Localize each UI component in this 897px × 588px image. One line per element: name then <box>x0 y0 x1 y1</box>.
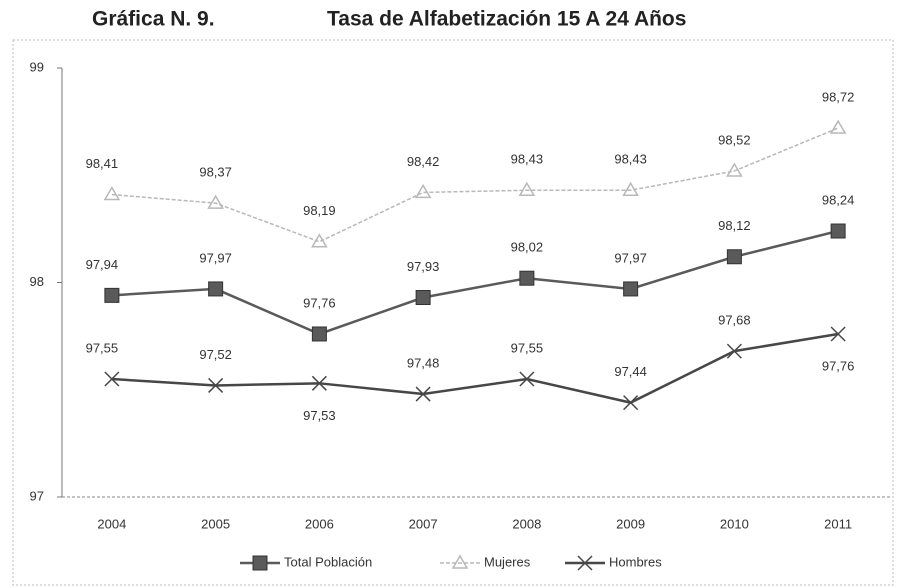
data-label: 97,55 <box>86 340 119 355</box>
data-label: 98,12 <box>718 218 751 233</box>
legend-label: Mujeres <box>484 554 531 569</box>
data-label: 98,43 <box>511 152 544 167</box>
data-point <box>830 223 846 239</box>
data-label: 97,76 <box>822 358 855 373</box>
data-label: 97,53 <box>303 408 336 423</box>
chart-title: Gráfica N. 9. <box>92 8 215 31</box>
data-point <box>311 375 327 391</box>
data-point <box>829 119 847 134</box>
data-label: 98,52 <box>718 132 751 147</box>
data-point <box>103 186 121 201</box>
legend-marker <box>252 555 268 571</box>
data-point <box>415 386 431 402</box>
series-line <box>111 332 839 404</box>
data-label: 98,41 <box>86 156 119 171</box>
x-tick-label: 2005 <box>201 516 230 531</box>
data-label: 97,93 <box>407 259 440 274</box>
data-label: 97,97 <box>199 250 232 265</box>
series-line <box>111 229 839 336</box>
y-tick-label: 99 <box>30 59 44 74</box>
data-point <box>415 290 431 306</box>
data-point <box>208 377 224 393</box>
chart-frame <box>12 39 894 586</box>
data-label: 97,68 <box>718 313 751 328</box>
data-point <box>208 281 224 297</box>
data-point <box>830 326 846 342</box>
y-tick-label: 98 <box>30 274 44 289</box>
data-point <box>311 326 327 342</box>
chart-subtitle: Tasa de Alfabetización 15 A 24 Años <box>327 8 686 31</box>
data-label: 98,72 <box>822 89 855 104</box>
data-label: 97,76 <box>303 295 336 310</box>
x-tick-label: 2010 <box>720 516 749 531</box>
data-point <box>104 371 120 387</box>
data-label: 97,97 <box>614 250 647 265</box>
data-point <box>726 343 742 359</box>
legend-marker <box>451 554 469 569</box>
data-point <box>623 395 639 411</box>
data-label: 98,37 <box>199 165 232 180</box>
data-label: 98,02 <box>511 240 544 255</box>
data-point <box>104 287 120 303</box>
data-point <box>311 233 328 248</box>
data-label: 97,48 <box>407 355 440 370</box>
x-tick-label: 2004 <box>97 516 126 531</box>
series-line <box>111 127 839 243</box>
x-tick-label: 2007 <box>409 516 438 531</box>
data-point <box>519 270 535 286</box>
data-label: 98,43 <box>614 152 647 167</box>
data-point <box>207 194 224 209</box>
data-point <box>726 162 743 177</box>
legend-label: Hombres <box>609 554 662 569</box>
data-label: 98,24 <box>822 192 855 207</box>
data-point <box>623 281 639 297</box>
legend-marker <box>577 555 593 571</box>
data-point <box>622 181 639 197</box>
x-tick-label: 2009 <box>616 516 645 531</box>
data-point <box>726 249 742 265</box>
data-point <box>519 371 535 387</box>
x-tick-label: 2006 <box>305 516 334 531</box>
x-tick-label: 2008 <box>512 516 541 531</box>
data-label: 97,55 <box>511 340 544 355</box>
data-point <box>414 183 432 199</box>
data-label: 98,42 <box>407 154 440 169</box>
legend-label: Total Población <box>284 554 372 569</box>
data-point <box>518 181 536 197</box>
data-label: 97,44 <box>614 364 647 379</box>
data-label: 97,94 <box>86 257 119 272</box>
data-label: 98,19 <box>303 203 336 218</box>
y-tick-label: 97 <box>30 488 44 503</box>
x-tick-label: 2011 <box>824 516 852 531</box>
data-label: 97,52 <box>199 347 232 362</box>
